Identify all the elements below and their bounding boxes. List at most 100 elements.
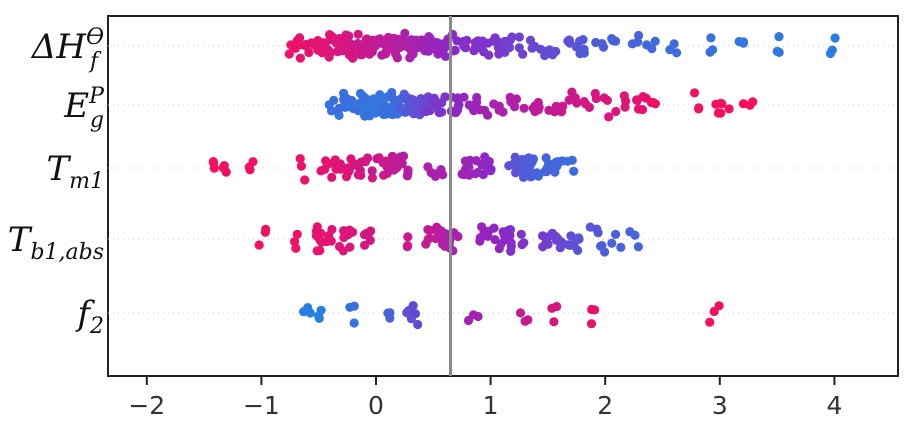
shap-point — [569, 166, 579, 176]
shap-point — [591, 93, 601, 104]
shap-point — [327, 31, 337, 41]
shap-point — [440, 51, 451, 62]
shap-point — [665, 45, 675, 55]
shap-point — [538, 231, 548, 241]
shap-point — [353, 38, 363, 49]
shap-point — [408, 301, 418, 311]
shap-point — [438, 170, 448, 180]
shap-point — [545, 45, 555, 55]
shap-point — [327, 172, 337, 182]
shap-point — [365, 235, 375, 245]
feature-label: f2 — [74, 294, 104, 339]
shap-point — [423, 234, 433, 244]
shap-point — [510, 152, 520, 162]
shap-point — [724, 104, 734, 114]
shap-point — [440, 92, 450, 102]
shap-point — [550, 167, 560, 177]
shap-point — [360, 93, 371, 103]
shap-point — [650, 36, 660, 46]
shap-point — [410, 309, 421, 319]
shap-point — [304, 47, 314, 58]
shap-point — [218, 163, 228, 173]
shap-point — [389, 165, 399, 175]
shap-point — [705, 317, 715, 327]
shap-point — [348, 227, 358, 237]
shap-point — [344, 31, 354, 41]
shap-point — [452, 36, 462, 46]
shap-point — [483, 226, 494, 236]
shap-point — [527, 43, 537, 53]
shap-point — [706, 33, 716, 43]
shap-point — [355, 165, 365, 176]
shap-point — [477, 222, 487, 232]
shap-point — [509, 102, 520, 112]
shap-point — [441, 41, 451, 51]
shap-point — [430, 169, 440, 179]
shap-point — [261, 224, 271, 234]
shap-point — [423, 162, 433, 172]
shap-point — [464, 162, 474, 172]
shap-point — [347, 95, 357, 106]
shap-point — [367, 166, 377, 176]
shap-point — [543, 239, 553, 249]
shap-point — [475, 236, 485, 246]
feature-labels: ΔHϴ f EP g Tm1 Tb1,abs f2 — [8, 25, 105, 339]
shap-point — [320, 38, 330, 48]
shap-point — [470, 169, 480, 179]
shap-point — [592, 224, 602, 234]
points-layer — [208, 28, 840, 330]
shap-point — [516, 229, 526, 239]
shap-point — [584, 102, 595, 112]
shap-point — [633, 242, 644, 252]
shap-point — [473, 311, 483, 322]
shap-point — [423, 225, 433, 235]
shap-point — [533, 97, 543, 108]
shap-point — [579, 96, 589, 107]
shap-point — [300, 175, 310, 185]
shap-point — [716, 98, 726, 108]
shap-point — [379, 109, 389, 120]
shap-point — [383, 308, 393, 318]
shap-point — [490, 235, 500, 245]
shap-point — [424, 31, 434, 42]
shap-point — [525, 35, 536, 45]
shap-point — [324, 46, 334, 56]
shap-point — [327, 224, 337, 235]
shap-point — [567, 87, 577, 97]
shap-point — [602, 95, 613, 105]
shap-point — [734, 36, 744, 47]
shap-point — [774, 31, 784, 42]
shap-point — [425, 105, 435, 116]
shap-point — [345, 302, 355, 312]
shap-point — [572, 98, 582, 108]
shap-point — [314, 313, 324, 323]
shap-point — [557, 107, 567, 117]
shap-point — [514, 32, 525, 42]
shap-point — [403, 165, 413, 175]
shap-point — [505, 225, 515, 235]
shap-point — [254, 240, 264, 250]
shap-point — [486, 166, 496, 176]
shap-point — [315, 235, 325, 245]
feature-label: ΔHϴ f — [30, 25, 104, 74]
shap-point — [335, 46, 345, 56]
shap-point — [395, 102, 405, 112]
shap-point — [353, 29, 363, 39]
shap-point — [315, 245, 325, 256]
shap-point — [398, 151, 409, 161]
shap-point — [324, 100, 334, 110]
shap-point — [392, 53, 402, 63]
shap-point — [716, 108, 726, 118]
x-axis: −2 −1 0 1 2 3 4 — [128, 376, 842, 420]
shap-point — [597, 39, 607, 49]
shap-point — [494, 244, 504, 254]
shap-point — [647, 44, 657, 54]
shap-point — [540, 166, 550, 177]
shap-point — [694, 103, 704, 113]
shap-point — [334, 110, 344, 120]
shap-point — [571, 42, 581, 52]
shap-point — [709, 306, 719, 317]
shap-point — [366, 226, 376, 236]
shap-point — [551, 231, 561, 241]
shap-point — [498, 107, 508, 117]
